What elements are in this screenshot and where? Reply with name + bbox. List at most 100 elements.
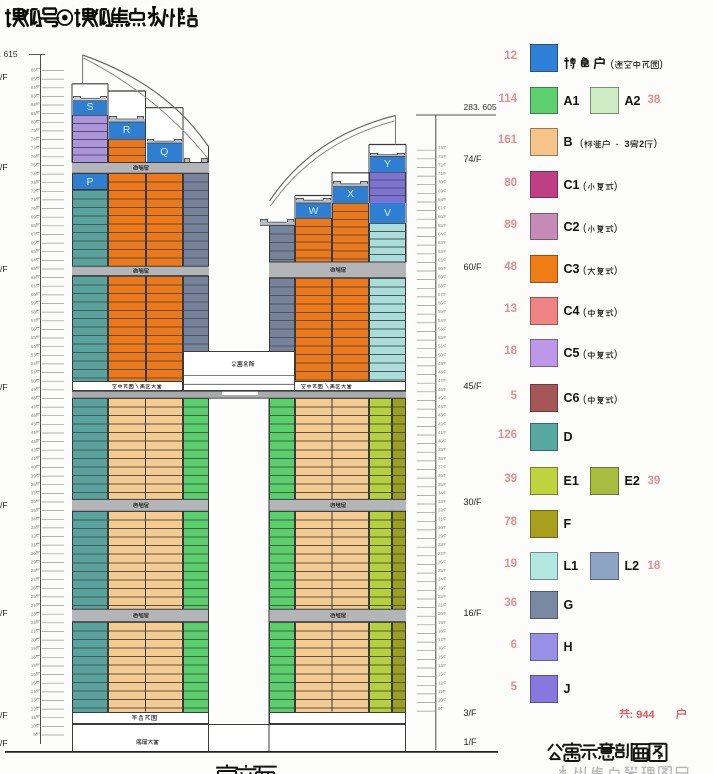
- svg-text:23⁄F: 23⁄F: [438, 585, 446, 590]
- svg-text:15⁄F: 15⁄F: [31, 680, 39, 685]
- svg-text:38⁄F: 38⁄F: [438, 456, 446, 461]
- svg-text:66⁄F: 66⁄F: [438, 214, 446, 219]
- svg-text:19⁄F: 19⁄F: [438, 620, 446, 625]
- svg-text:69⁄F: 69⁄F: [438, 188, 446, 193]
- svg-text:39⁄F: 39⁄F: [31, 473, 39, 478]
- svg-text:74⁄F: 74⁄F: [438, 145, 446, 150]
- svg-text:26⁄F: 26⁄F: [438, 559, 446, 564]
- svg-text:72⁄F: 72⁄F: [31, 189, 39, 194]
- svg-text:24⁄F: 24⁄F: [31, 603, 39, 608]
- svg-text:63⁄F: 63⁄F: [438, 240, 446, 245]
- svg-text:17⁄F: 17⁄F: [438, 637, 446, 642]
- svg-text:16⁄F: 16⁄F: [31, 672, 39, 677]
- svg-text:57⁄F: 57⁄F: [438, 292, 446, 297]
- svg-text:41⁄F: 41⁄F: [438, 430, 446, 435]
- svg-text:60⁄F: 60⁄F: [438, 266, 446, 271]
- svg-text:21⁄F: 21⁄F: [31, 629, 39, 634]
- svg-text:41⁄F: 41⁄F: [31, 456, 39, 461]
- svg-text:75⁄F: 75⁄F: [31, 163, 39, 168]
- svg-text:19⁄F: 19⁄F: [31, 646, 39, 651]
- svg-text:14⁄F: 14⁄F: [438, 663, 446, 668]
- svg-text:20⁄F: 20⁄F: [31, 637, 39, 642]
- svg-text:32⁄F: 32⁄F: [438, 508, 446, 513]
- svg-text:9⁄F: 9⁄F: [33, 732, 39, 737]
- svg-text:78⁄F: 78⁄F: [31, 137, 39, 142]
- svg-text:13⁄F: 13⁄F: [438, 672, 446, 677]
- svg-text:31⁄F: 31⁄F: [438, 516, 446, 521]
- svg-text:10⁄F: 10⁄F: [438, 698, 446, 703]
- svg-text:48⁄F: 48⁄F: [438, 370, 446, 375]
- svg-text:10⁄F: 10⁄F: [31, 724, 39, 729]
- svg-text:60⁄F: 60⁄F: [31, 292, 39, 297]
- svg-text:50⁄F: 50⁄F: [438, 352, 446, 357]
- svg-text:39⁄F: 39⁄F: [438, 447, 446, 452]
- svg-text:59⁄F: 59⁄F: [31, 301, 39, 306]
- svg-text:52⁄F: 52⁄F: [31, 361, 39, 366]
- svg-text:51⁄F: 51⁄F: [31, 370, 39, 375]
- svg-text:27⁄F: 27⁄F: [438, 551, 446, 556]
- svg-text:21⁄F: 21⁄F: [438, 603, 446, 608]
- svg-text:44⁄F: 44⁄F: [31, 430, 39, 435]
- svg-text:13⁄F: 13⁄F: [31, 698, 39, 703]
- svg-text:33⁄F: 33⁄F: [438, 499, 446, 504]
- svg-text:80⁄F: 80⁄F: [31, 120, 39, 125]
- svg-text:16⁄F: 16⁄F: [438, 646, 446, 651]
- svg-text:23⁄F: 23⁄F: [31, 611, 39, 616]
- svg-text:18⁄F: 18⁄F: [31, 655, 39, 660]
- svg-text:71⁄F: 71⁄F: [31, 197, 39, 202]
- svg-text:47⁄F: 47⁄F: [31, 404, 39, 409]
- svg-text:71⁄F: 71⁄F: [438, 171, 446, 176]
- svg-text:53⁄F: 53⁄F: [438, 326, 446, 331]
- svg-text:50⁄F: 50⁄F: [31, 378, 39, 383]
- svg-text:40⁄F: 40⁄F: [31, 465, 39, 470]
- svg-text:43⁄F: 43⁄F: [438, 413, 446, 418]
- svg-text:9⁄F: 9⁄F: [438, 706, 444, 711]
- svg-text:22⁄F: 22⁄F: [31, 620, 39, 625]
- svg-text:38⁄F: 38⁄F: [31, 482, 39, 487]
- svg-text:85⁄F: 85⁄F: [31, 76, 39, 81]
- svg-text:11⁄F: 11⁄F: [31, 715, 39, 720]
- svg-text:46⁄F: 46⁄F: [31, 413, 39, 418]
- svg-text:61⁄F: 61⁄F: [31, 283, 39, 288]
- svg-text:77⁄F: 77⁄F: [31, 145, 39, 150]
- svg-text:83⁄F: 83⁄F: [31, 94, 39, 99]
- svg-text:45⁄F: 45⁄F: [438, 396, 446, 401]
- svg-text:35⁄F: 35⁄F: [31, 508, 39, 513]
- svg-text:74⁄F: 74⁄F: [31, 171, 39, 176]
- svg-text:37⁄F: 37⁄F: [31, 491, 39, 496]
- svg-text:29⁄F: 29⁄F: [31, 560, 39, 565]
- svg-text:36⁄F: 36⁄F: [31, 499, 39, 504]
- svg-text:24⁄F: 24⁄F: [438, 577, 446, 582]
- svg-text:28⁄F: 28⁄F: [438, 542, 446, 547]
- svg-text:42⁄F: 42⁄F: [438, 421, 446, 426]
- svg-text:28⁄F: 28⁄F: [31, 568, 39, 573]
- svg-text:72⁄F: 72⁄F: [438, 163, 446, 168]
- svg-text:48⁄F: 48⁄F: [31, 396, 39, 401]
- svg-text:25⁄F: 25⁄F: [31, 594, 39, 599]
- svg-text:56⁄F: 56⁄F: [438, 301, 446, 306]
- svg-text:42⁄F: 42⁄F: [31, 447, 39, 452]
- svg-text:34⁄F: 34⁄F: [31, 517, 39, 522]
- svg-text:55⁄F: 55⁄F: [438, 309, 446, 314]
- svg-text:33⁄F: 33⁄F: [31, 525, 39, 530]
- svg-text:25⁄F: 25⁄F: [438, 568, 446, 573]
- svg-text:15⁄F: 15⁄F: [438, 654, 446, 659]
- svg-text:73⁄F: 73⁄F: [31, 180, 39, 185]
- svg-text:73⁄F: 73⁄F: [438, 154, 446, 159]
- svg-text:54⁄F: 54⁄F: [31, 344, 39, 349]
- svg-text:32⁄F: 32⁄F: [31, 534, 39, 539]
- svg-text:49⁄F: 49⁄F: [438, 361, 446, 366]
- svg-text:61⁄F: 61⁄F: [438, 257, 446, 262]
- svg-text:18⁄F: 18⁄F: [438, 629, 446, 634]
- svg-text:64⁄F: 64⁄F: [31, 258, 39, 263]
- svg-text:51⁄F: 51⁄F: [438, 344, 446, 349]
- svg-text:36⁄F: 36⁄F: [438, 473, 446, 478]
- svg-text:66⁄F: 66⁄F: [31, 240, 39, 245]
- svg-text:30⁄F: 30⁄F: [31, 551, 39, 556]
- svg-text:67⁄F: 67⁄F: [31, 232, 39, 237]
- svg-text:59⁄F: 59⁄F: [438, 275, 446, 280]
- svg-text:63⁄F: 63⁄F: [31, 266, 39, 271]
- svg-text:53⁄F: 53⁄F: [31, 353, 39, 358]
- svg-text:47⁄F: 47⁄F: [438, 378, 446, 383]
- svg-text:44⁄F: 44⁄F: [438, 404, 446, 409]
